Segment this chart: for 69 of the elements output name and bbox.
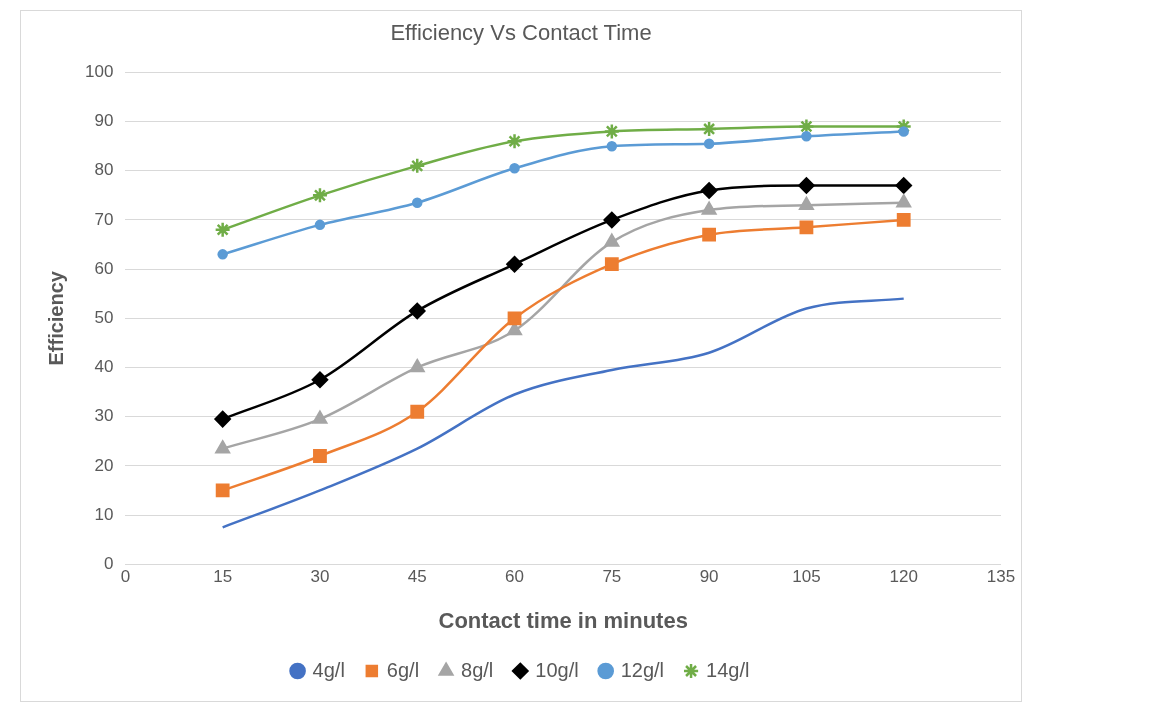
point xyxy=(411,197,423,208)
y-tick-label: 80 xyxy=(94,160,114,180)
point xyxy=(702,227,717,242)
y-tick-label: 20 xyxy=(94,455,114,475)
x-tick-label: 75 xyxy=(602,567,622,587)
point xyxy=(801,131,812,142)
y-tick-label: 100 xyxy=(84,62,114,82)
legend-label: 10g/l xyxy=(535,658,579,681)
point xyxy=(799,196,814,210)
y-tick-label: 70 xyxy=(94,209,114,229)
point xyxy=(410,404,425,419)
point xyxy=(798,118,815,135)
x-tick-label: 105 xyxy=(792,567,821,587)
x-tick-label: 45 xyxy=(407,567,427,587)
x-tick-label: 15 xyxy=(213,567,233,587)
x-tick-label: 120 xyxy=(889,567,918,587)
y-tick-label: 60 xyxy=(94,258,114,278)
point xyxy=(603,123,621,140)
point xyxy=(408,302,426,320)
chart-title: Efficiency Vs Contact Time xyxy=(390,20,652,46)
x-tick-label: 135 xyxy=(986,567,1016,587)
point xyxy=(217,249,228,260)
point xyxy=(312,410,328,424)
x-tick-label: 90 xyxy=(699,567,719,587)
point xyxy=(700,182,718,199)
y-tick-label: 90 xyxy=(94,111,114,131)
point xyxy=(898,126,909,137)
point xyxy=(701,201,717,215)
point xyxy=(896,213,911,227)
x-tick-label: 0 xyxy=(120,567,131,587)
y-tick-label: 50 xyxy=(94,307,114,327)
point xyxy=(215,483,230,498)
point xyxy=(700,120,718,138)
point xyxy=(314,219,326,231)
point xyxy=(506,133,523,150)
point xyxy=(509,163,520,174)
point xyxy=(603,211,621,229)
point xyxy=(896,194,912,208)
point xyxy=(703,138,715,149)
legend-label: 8g/l xyxy=(461,658,494,681)
point xyxy=(311,371,329,389)
legend-label: 4g/l xyxy=(312,658,345,681)
point xyxy=(507,311,522,326)
legend-label: 14g/l xyxy=(706,658,750,681)
y-tick-label: 10 xyxy=(94,504,114,524)
y-tick-label: 40 xyxy=(94,357,114,377)
point xyxy=(606,140,618,152)
point xyxy=(409,359,425,373)
point xyxy=(799,220,814,235)
x-tick-label: 30 xyxy=(310,567,330,587)
line-series xyxy=(221,297,905,529)
point xyxy=(214,221,231,239)
point xyxy=(798,177,815,194)
legend-label: 12g/l xyxy=(620,658,665,681)
y-tick-label: 0 xyxy=(103,553,114,573)
point xyxy=(506,255,523,273)
point xyxy=(408,157,426,175)
legend-label: 6g/l xyxy=(386,658,420,681)
point xyxy=(215,440,230,454)
point xyxy=(214,410,231,428)
point xyxy=(311,187,329,204)
y-axis-title: Efficiency xyxy=(44,270,67,366)
y-tick-label: 30 xyxy=(94,406,114,426)
point xyxy=(604,257,619,272)
point xyxy=(895,177,912,194)
x-axis-title: Contact time in minutes xyxy=(438,607,688,633)
point xyxy=(313,449,327,463)
point xyxy=(604,233,620,247)
x-tick-label: 60 xyxy=(505,567,524,587)
